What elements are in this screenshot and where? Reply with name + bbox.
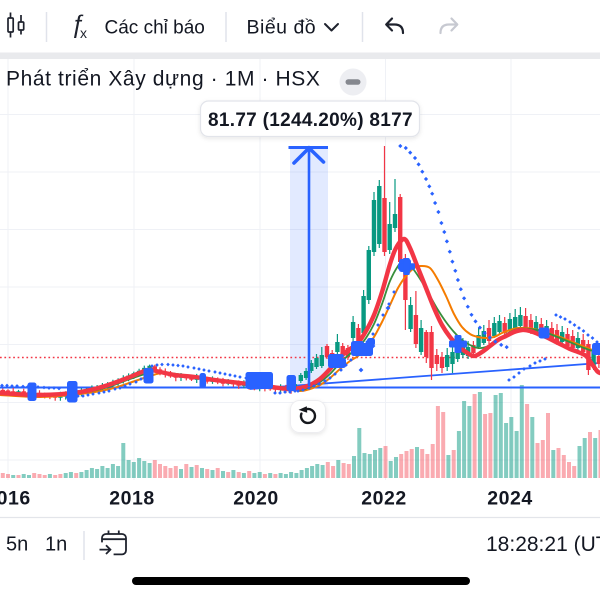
svg-text:x: x (80, 25, 87, 41)
svg-text:1n: 1n (45, 534, 67, 556)
svg-text:5n: 5n (6, 534, 28, 556)
svg-text:18:28:21 (UT: 18:28:21 (UT (486, 533, 600, 556)
svg-text:2024: 2024 (487, 488, 532, 510)
svg-text:Các chỉ báo: Các chỉ báo (105, 18, 205, 39)
svg-text:Phát triển Xây dựng · 1M · HSX: Phát triển Xây dựng · 1M · HSX (6, 68, 321, 91)
svg-text:81.77 (1244.20%) 8177: 81.77 (1244.20%) 8177 (208, 110, 413, 131)
svg-text:2018: 2018 (109, 488, 154, 510)
svg-text:2022: 2022 (361, 488, 406, 510)
svg-text:ƒ: ƒ (71, 11, 85, 39)
svg-text:2016: 2016 (0, 488, 31, 510)
svg-text:Biểu đồ: Biểu đồ (247, 17, 317, 39)
svg-text:2020: 2020 (233, 488, 278, 510)
